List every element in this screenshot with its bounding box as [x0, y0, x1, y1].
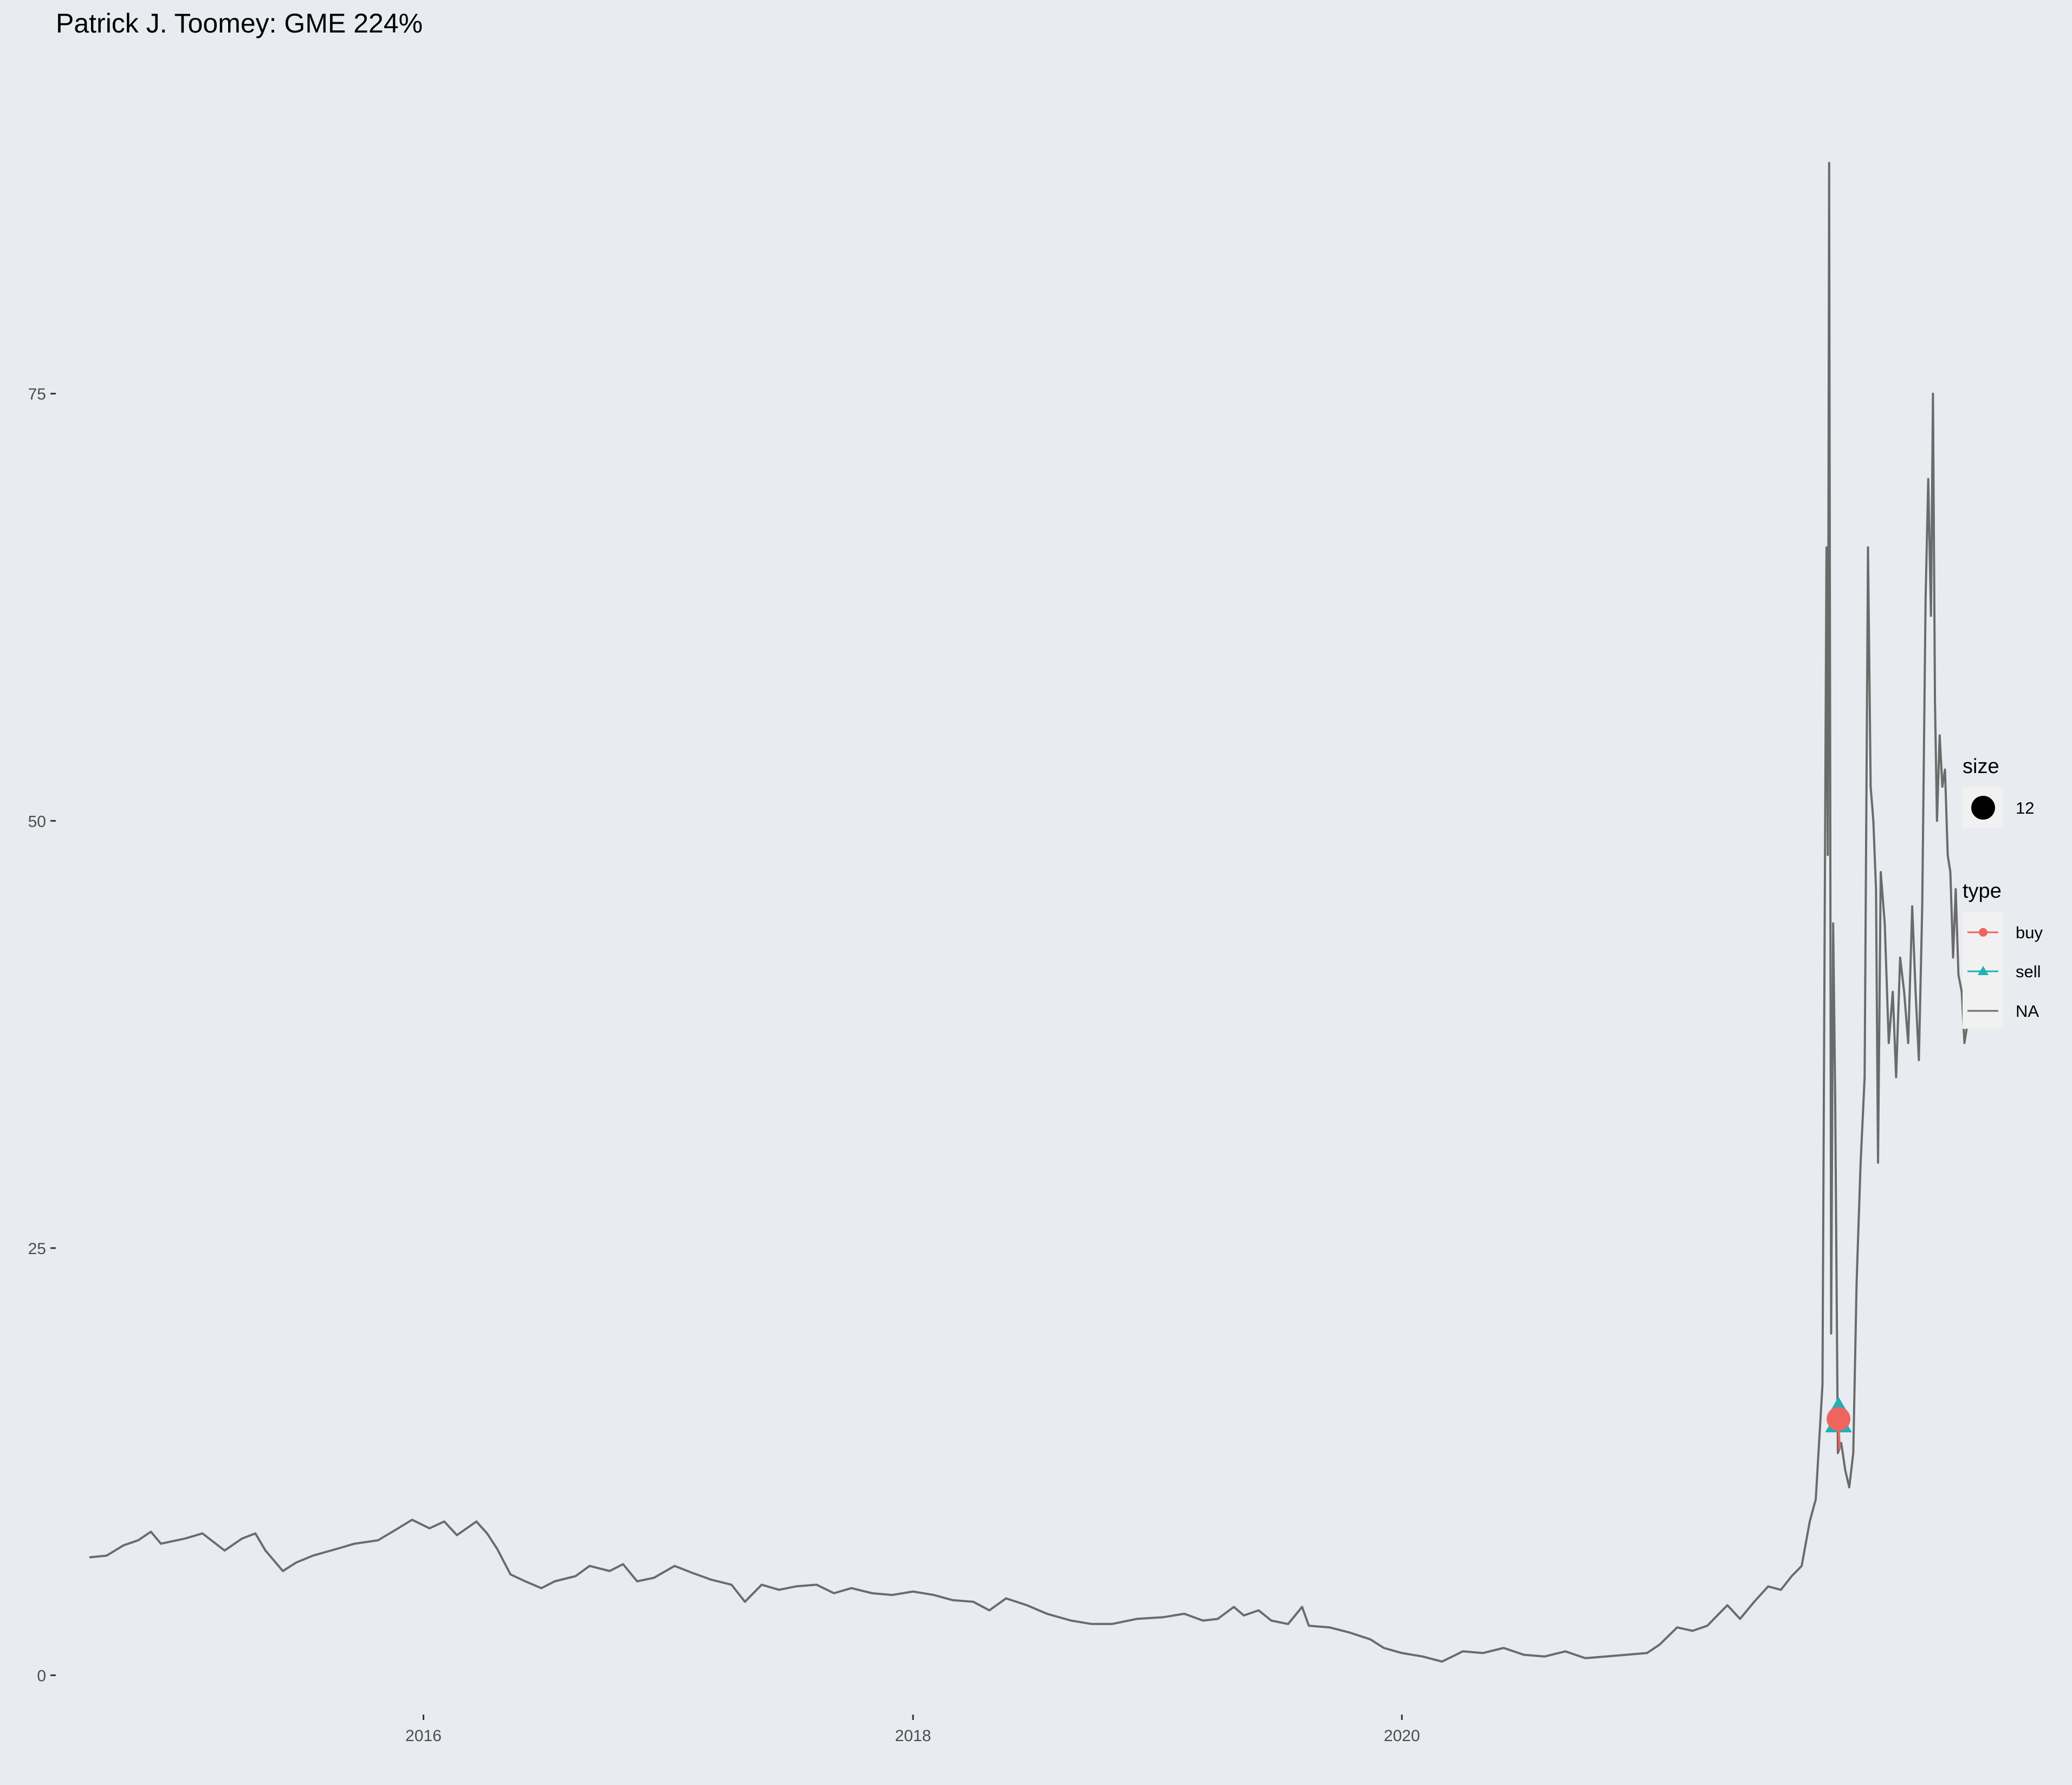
y-tick-label: 0 — [37, 1667, 46, 1685]
legend-buy-dot — [1979, 928, 1987, 937]
y-tick-label: 25 — [28, 1240, 46, 1258]
legend-sell-triangle — [1978, 966, 1989, 975]
legend-size-label: 12 — [2016, 799, 2034, 817]
x-tick-label: 2020 — [1384, 1727, 1420, 1745]
legend-size-key-dot — [1971, 796, 1995, 820]
plot-area — [89, 161, 1969, 1663]
legend: size 12 type buy sell NA — [1963, 755, 2043, 1029]
buy-point — [1827, 1407, 1851, 1431]
legend-size-title: size — [1963, 755, 1999, 778]
y-tick-label: 75 — [28, 386, 46, 404]
chart-title: Patrick J. Toomey: GME 224% — [56, 8, 423, 38]
x-tick-label: 2018 — [895, 1727, 931, 1745]
legend-sell-label: sell — [2016, 962, 2041, 981]
legend-buy-label: buy — [2016, 923, 2043, 942]
y-tick-label: 50 — [28, 813, 46, 830]
legend-na-label: NA — [2016, 1002, 2039, 1021]
x-tick-label: 2016 — [405, 1727, 442, 1745]
series-line-na — [89, 161, 1969, 1663]
x-axis: 2016 2018 2020 — [405, 1715, 1420, 1745]
y-axis: 0 25 50 75 — [28, 386, 56, 1685]
legend-type-key-na — [1963, 990, 2003, 1029]
legend-type-title: type — [1963, 880, 2002, 903]
